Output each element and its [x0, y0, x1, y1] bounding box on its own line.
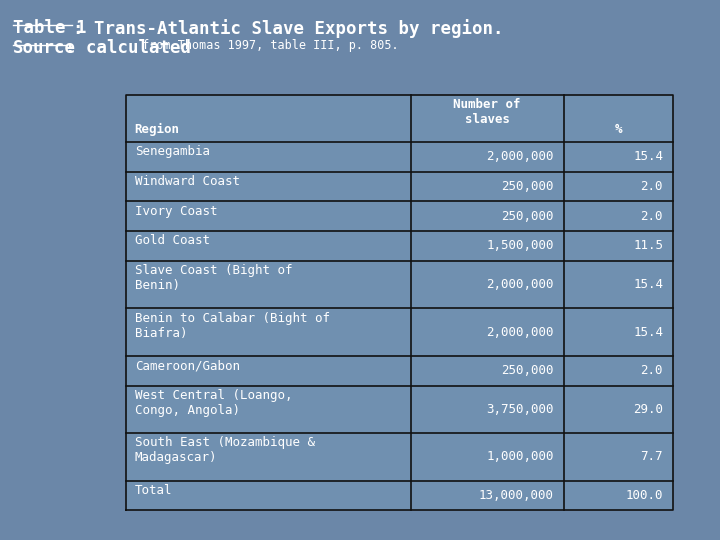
Text: West Central (Loango,
Congo, Angola): West Central (Loango, Congo, Angola)	[135, 389, 292, 417]
Text: 11.5: 11.5	[633, 239, 663, 253]
Text: 250,000: 250,000	[501, 180, 554, 193]
Text: Slave Coast (Bight of
Benin): Slave Coast (Bight of Benin)	[135, 264, 292, 292]
Text: : calculated: : calculated	[65, 39, 191, 57]
Text: 3,750,000: 3,750,000	[486, 403, 554, 416]
Text: 100.0: 100.0	[626, 489, 663, 502]
Text: 7.7: 7.7	[641, 450, 663, 463]
Text: 2.0: 2.0	[641, 364, 663, 377]
Text: 2,000,000: 2,000,000	[486, 278, 554, 291]
Text: 13,000,000: 13,000,000	[479, 489, 554, 502]
Text: 250,000: 250,000	[501, 210, 554, 223]
Text: Region: Region	[135, 123, 180, 136]
Text: 2,000,000: 2,000,000	[486, 326, 554, 339]
Bar	[126, 94, 673, 510]
Text: 250,000: 250,000	[501, 364, 554, 377]
Text: Senegambia: Senegambia	[135, 145, 210, 158]
Text: Gold Coast: Gold Coast	[135, 234, 210, 247]
Text: Benin to Calabar (Bight of
Biafra): Benin to Calabar (Bight of Biafra)	[135, 312, 330, 340]
Text: Table 1: Table 1	[13, 19, 86, 37]
Text: %: %	[615, 123, 622, 136]
Text: Source: Source	[13, 39, 76, 57]
Text: 15.4: 15.4	[633, 326, 663, 339]
Text: Total: Total	[135, 484, 172, 497]
Text: 2.0: 2.0	[641, 180, 663, 193]
Text: from Thomas 1997, table III, p. 805.: from Thomas 1997, table III, p. 805.	[135, 39, 398, 52]
Text: 2,000,000: 2,000,000	[486, 150, 554, 164]
Text: Cameroon/Gabon: Cameroon/Gabon	[135, 359, 240, 372]
Text: Windward Coast: Windward Coast	[135, 175, 240, 188]
Text: Number of
slaves: Number of slaves	[454, 98, 521, 126]
Text: : Trans-Atlantic Slave Exports by region.: : Trans-Atlantic Slave Exports by region…	[73, 19, 503, 38]
Text: 1,000,000: 1,000,000	[486, 450, 554, 463]
Text: 1,500,000: 1,500,000	[486, 239, 554, 253]
Text: 29.0: 29.0	[633, 403, 663, 416]
Text: Ivory Coast: Ivory Coast	[135, 205, 217, 218]
Text: 15.4: 15.4	[633, 150, 663, 164]
Text: South East (Mozambique &
Madagascar): South East (Mozambique & Madagascar)	[135, 436, 315, 464]
Text: 15.4: 15.4	[633, 278, 663, 291]
Text: 2.0: 2.0	[641, 210, 663, 223]
